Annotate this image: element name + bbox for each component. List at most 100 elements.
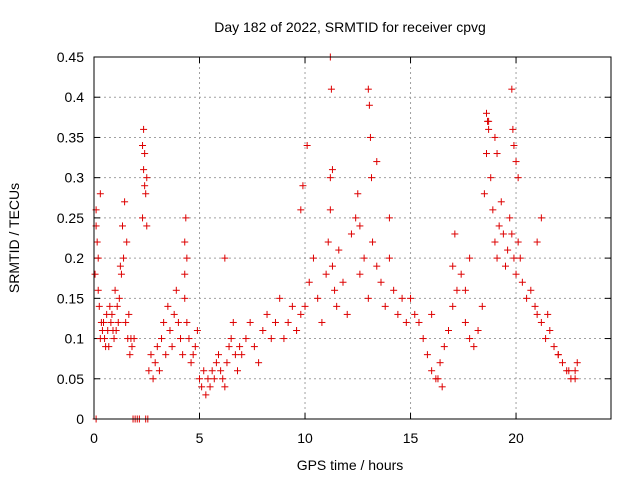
data-point <box>367 174 375 182</box>
data-point <box>484 117 492 125</box>
data-point <box>512 270 520 278</box>
data-point <box>140 166 148 174</box>
data-point <box>466 254 474 262</box>
data-point <box>259 327 267 335</box>
data-point <box>94 254 102 262</box>
data-point <box>145 367 153 375</box>
data-point <box>482 150 490 158</box>
data-point <box>542 335 550 343</box>
data-point <box>155 367 163 375</box>
data-point <box>457 270 465 278</box>
data-point <box>242 335 250 343</box>
data-point <box>335 246 343 254</box>
data-point <box>181 294 189 302</box>
data-point <box>327 85 335 93</box>
data-point <box>196 375 204 383</box>
data-point <box>322 270 330 278</box>
data-point <box>333 302 341 310</box>
y-tick-label: 0.35 <box>57 129 84 145</box>
data-point <box>451 230 459 238</box>
data-point <box>208 367 216 375</box>
data-point <box>385 214 393 222</box>
data-point <box>366 133 374 141</box>
data-point <box>166 327 174 335</box>
data-point <box>493 150 501 158</box>
y-tick-label: 0.45 <box>57 49 84 65</box>
data-point <box>423 351 431 359</box>
data-point <box>347 230 355 238</box>
data-point <box>120 254 128 262</box>
data-point <box>123 238 131 246</box>
data-point <box>402 318 410 326</box>
data-point <box>461 286 469 294</box>
data-point <box>114 318 122 326</box>
data-point <box>183 318 191 326</box>
data-point <box>200 367 208 375</box>
data-point <box>236 343 244 351</box>
data-point <box>546 327 554 335</box>
data-point <box>215 351 223 359</box>
data-point <box>116 262 124 270</box>
data-point <box>127 335 135 343</box>
data-point <box>223 359 231 367</box>
data-point <box>493 254 501 262</box>
data-point <box>139 141 147 149</box>
data-point <box>121 198 129 206</box>
data-point <box>179 351 187 359</box>
y-tick-label: 0.4 <box>65 89 85 105</box>
x-tick-label: 10 <box>297 430 313 446</box>
data-point <box>284 318 292 326</box>
data-point <box>217 367 225 375</box>
data-point <box>487 174 495 182</box>
data-point <box>501 262 509 270</box>
data-point <box>309 254 317 262</box>
data-point <box>96 335 104 343</box>
data-point <box>143 174 151 182</box>
data-point <box>122 318 130 326</box>
data-point <box>172 286 180 294</box>
data-point <box>108 310 116 318</box>
y-tick-label: 0.05 <box>57 371 84 387</box>
data-point <box>343 310 351 318</box>
data-point <box>99 318 107 326</box>
data-point <box>377 278 385 286</box>
x-tick-label: 0 <box>90 430 98 446</box>
data-point <box>104 327 112 335</box>
data-point <box>263 310 271 318</box>
data-point <box>398 294 406 302</box>
data-point <box>112 327 120 335</box>
data-point <box>550 343 558 351</box>
data-point <box>303 141 311 149</box>
data-point <box>491 133 499 141</box>
data-point <box>191 343 199 351</box>
data-point <box>364 294 372 302</box>
data-point <box>537 318 545 326</box>
data-point <box>449 262 457 270</box>
data-point <box>107 318 115 326</box>
data-point <box>141 182 149 190</box>
data-point <box>113 302 121 310</box>
axis-ticks <box>93 56 611 420</box>
data-point <box>373 262 381 270</box>
data-point <box>288 302 296 310</box>
data-point <box>385 254 393 262</box>
data-point <box>225 343 233 351</box>
data-point <box>434 375 442 383</box>
data-point <box>565 367 573 375</box>
data-point <box>510 141 518 149</box>
data-point <box>164 302 172 310</box>
data-point <box>126 351 134 359</box>
data-point <box>271 318 279 326</box>
data-point <box>440 343 448 351</box>
data-point <box>474 327 482 335</box>
data-point <box>537 214 545 222</box>
data-point <box>238 351 246 359</box>
data-point <box>445 327 453 335</box>
data-point <box>339 278 347 286</box>
data-point <box>360 254 368 262</box>
data-point <box>221 383 229 391</box>
data-point <box>142 190 150 198</box>
y-tick-label: 0.2 <box>65 250 85 266</box>
data-point <box>512 158 520 166</box>
